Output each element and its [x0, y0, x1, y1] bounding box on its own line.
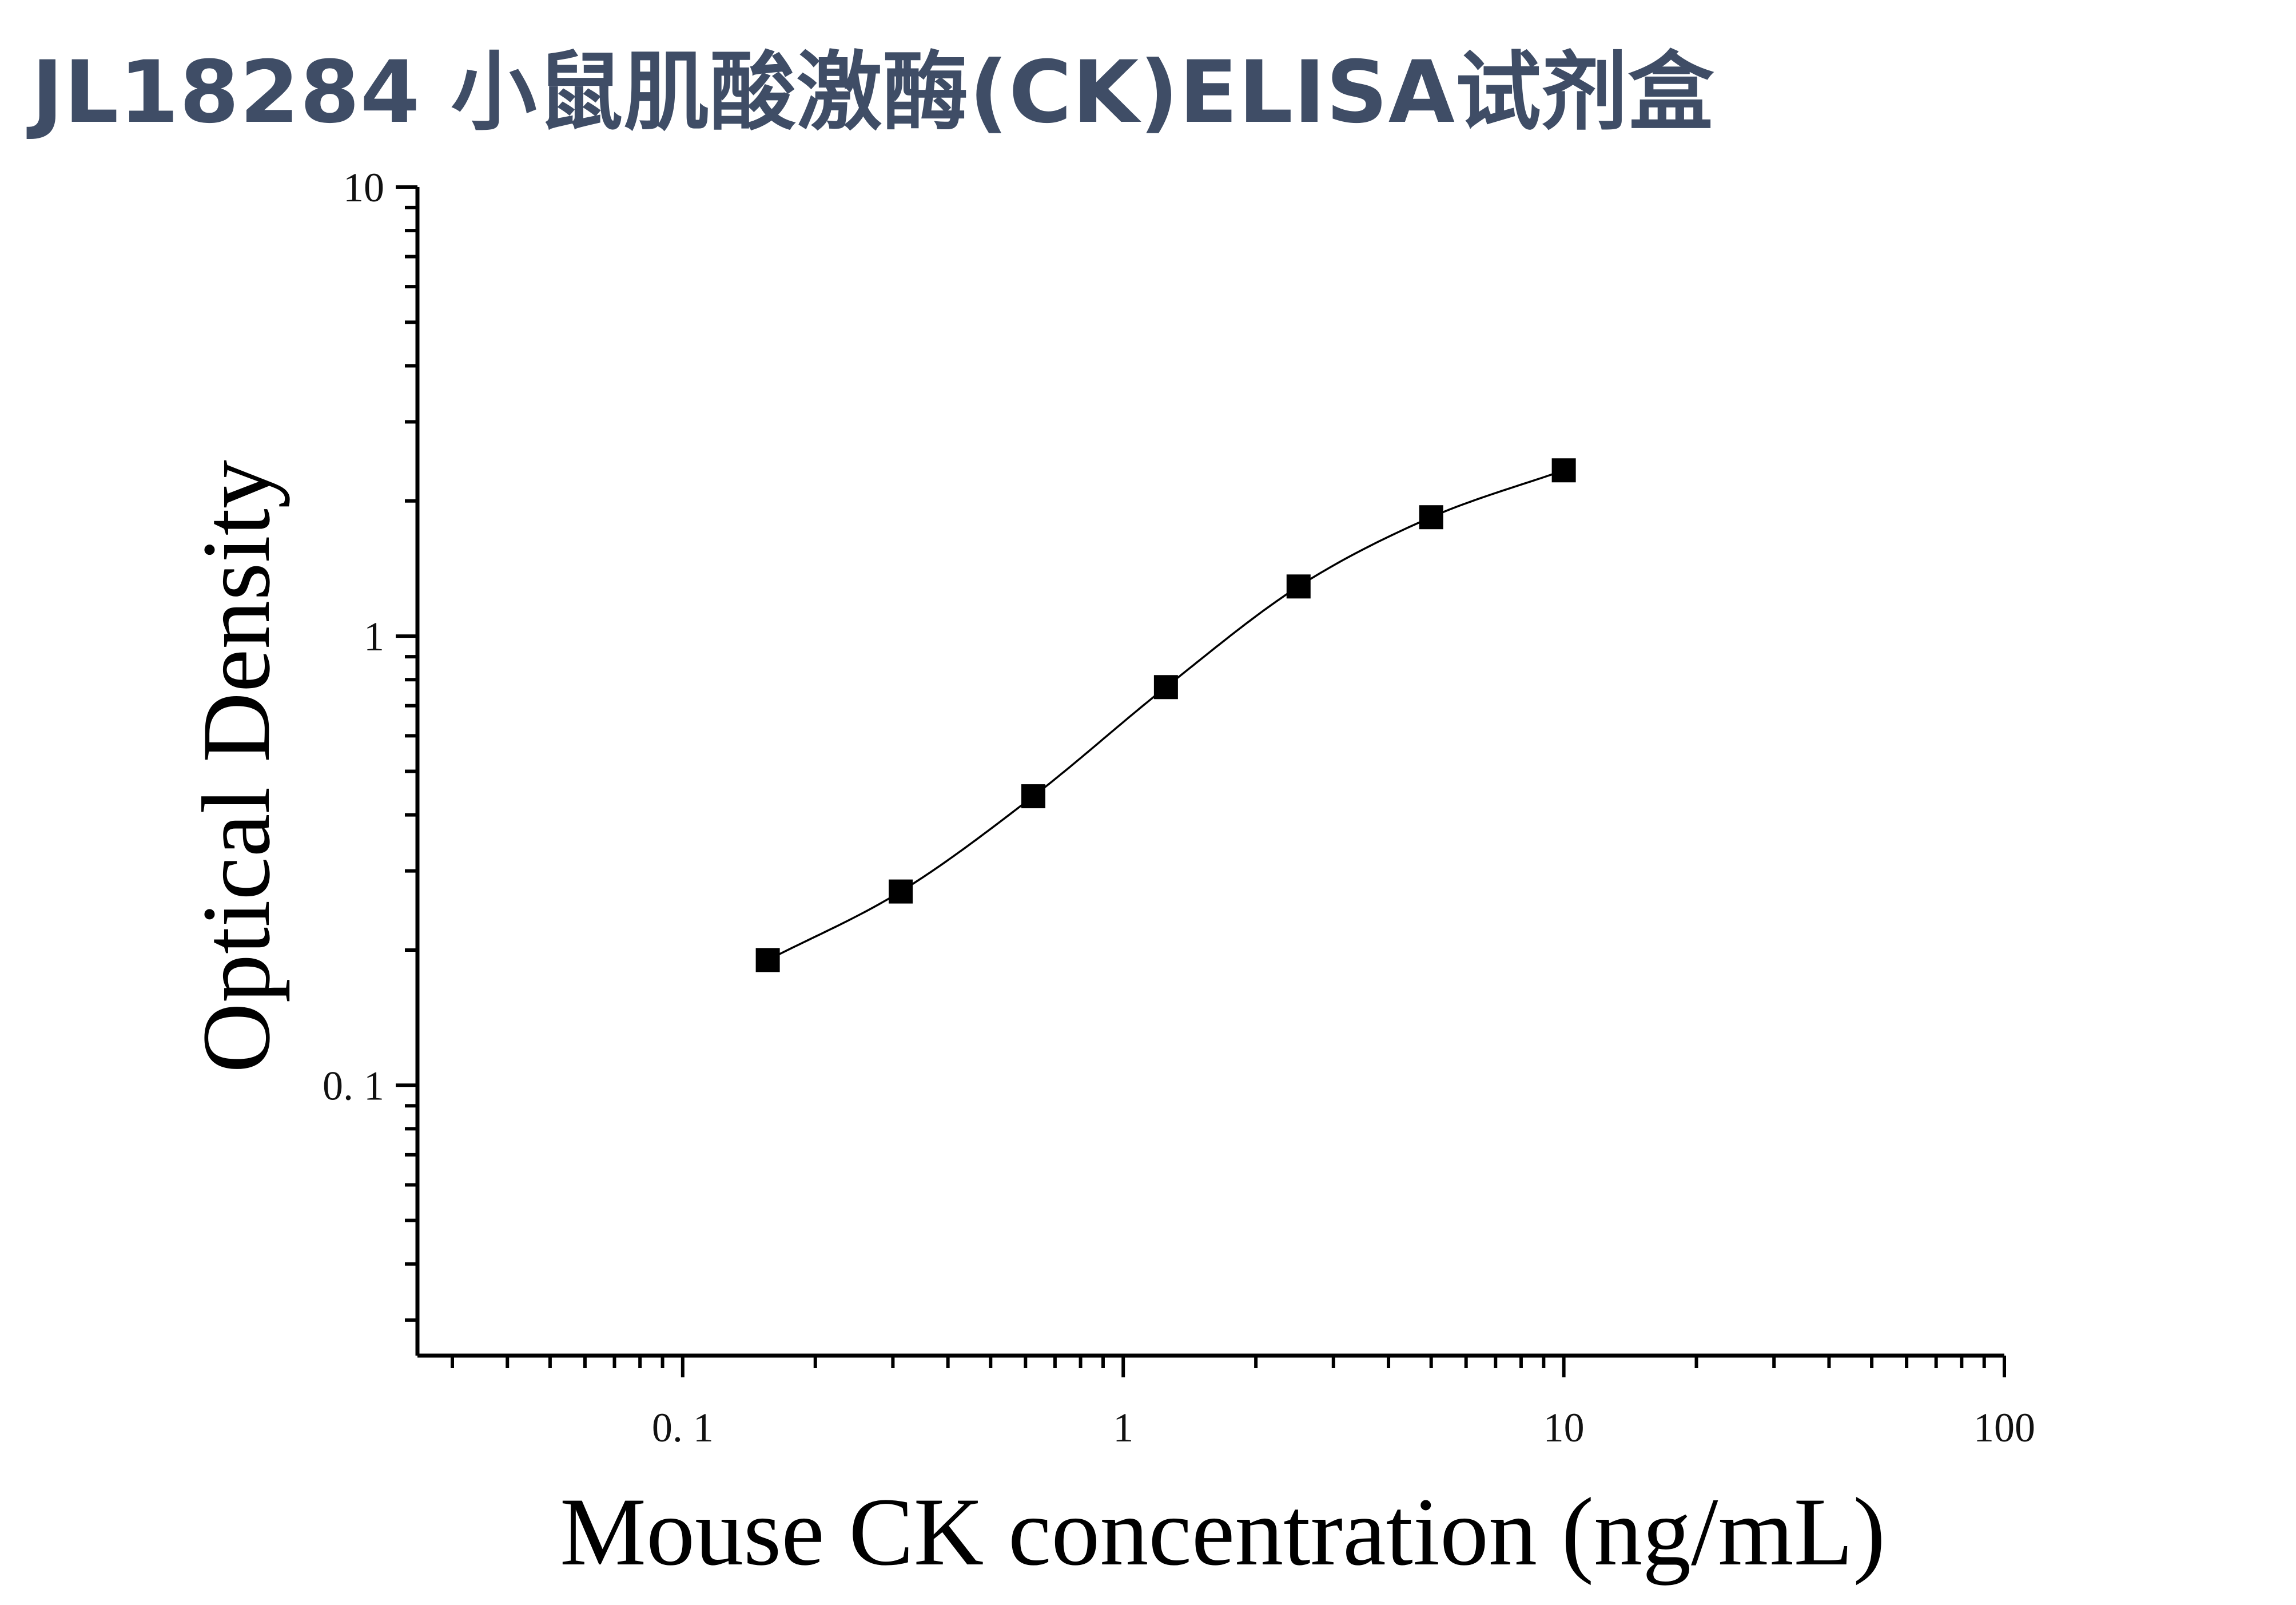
- x-tick-label: 0. 1: [652, 1405, 714, 1451]
- data-point: [1021, 784, 1045, 809]
- y-axis-title: Optical Density: [182, 460, 290, 1073]
- y-tick-label: 10: [343, 165, 384, 210]
- page-title: JL18284 小鼠肌酸激酶(CK)ELISA试剂盒: [31, 43, 1714, 142]
- fit-curve-layer: [767, 469, 1565, 961]
- y-tick-label: 1: [364, 614, 384, 660]
- x-tick-label: 100: [1973, 1405, 2035, 1451]
- x-tick-label: 10: [1543, 1405, 1585, 1451]
- data-point: [889, 879, 913, 904]
- data-points-layer: [755, 458, 1576, 972]
- x-axis-title: Mouse CK concentration (ng/mL): [560, 1478, 1885, 1586]
- fit-curve: [767, 469, 1565, 961]
- data-point: [1286, 574, 1311, 599]
- data-point: [1153, 675, 1178, 700]
- data-point: [755, 948, 780, 972]
- y-tick-label: 0. 1: [323, 1063, 384, 1109]
- data-point: [1551, 458, 1576, 483]
- data-point: [1419, 505, 1443, 530]
- axes: 0. 1 1 10 100 0. 1 1 10: [323, 165, 2035, 1451]
- x-tick-label: 1: [1113, 1405, 1133, 1451]
